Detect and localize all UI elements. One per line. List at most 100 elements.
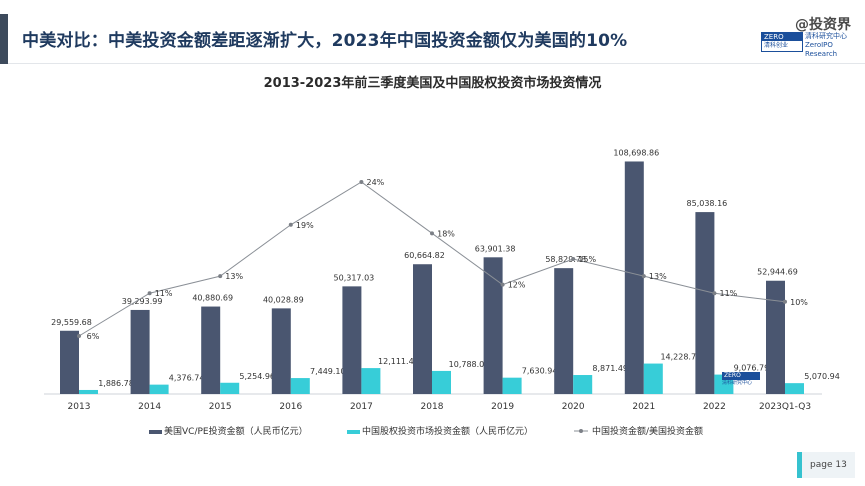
data-label-cn-2020: 8,871.49 (592, 364, 628, 373)
data-label-us-2015: 40,880.69 (192, 294, 233, 303)
inset-logo: ZERO 清科研究中心 (722, 372, 760, 392)
ratio-label-2019: 12% (508, 281, 526, 290)
inset-logo-top: ZERO (722, 372, 760, 380)
bar-us-2018 (413, 264, 432, 394)
bar-cn-2018 (432, 370, 451, 394)
x-tick-label-2023Q1-Q3: 2023Q1-Q3 (759, 402, 811, 412)
bar-us-2013 (60, 330, 79, 394)
bar-cn-2020 (573, 375, 593, 394)
data-label-cn-2017: 12,111.49 (378, 357, 419, 366)
inset-logo-bottom: 清科研究中心 (722, 380, 753, 386)
data-label-cn-2015: 5,254.96 (239, 372, 275, 381)
legend-label-cn: 中国股权投资市场投资金额（人民币亿元） (362, 425, 533, 437)
bar-us-2017 (342, 286, 362, 394)
bar-us-2021 (624, 161, 644, 394)
bar-cn-2014 (149, 384, 169, 394)
brand-logo: @投资界 ZERO 清科创业 清科研究中心 ZeroIPO Research (757, 10, 853, 58)
ratio-label-2021: 13% (649, 272, 667, 281)
ratio-label-2022: 11% (720, 289, 738, 298)
data-label-us-2020: 58,829.78 (545, 255, 586, 264)
ratio-label-2018: 18% (437, 229, 455, 238)
ratio-point-2014 (147, 291, 152, 296)
page-title: 中美对比：中美投资金额差距逐渐扩大，2023年中国投资金额仅为美国的10% (22, 31, 628, 51)
data-label-cn-2018: 10,788.06 (449, 360, 490, 369)
data-label-us-2018: 60,664.82 (404, 251, 445, 260)
data-label-cn-2022: 9,076.79 (734, 364, 770, 373)
data-label-us-2013: 29,559.68 (51, 318, 92, 327)
bar-us-2014 (130, 309, 150, 394)
page-number: 13 (835, 460, 847, 470)
data-label-cn-2023Q1-Q3: 5,070.94 (804, 372, 840, 381)
data-label-us-2022: 85,038.16 (687, 199, 728, 208)
ratio-label-2015: 13% (225, 272, 243, 281)
ratio-point-2015 (218, 274, 223, 279)
ratio-label-2017: 24% (367, 178, 385, 187)
x-tick-label-2018: 2018 (421, 402, 444, 412)
ratio-point-2022 (712, 291, 717, 296)
data-label-us-2016: 40,028.89 (263, 295, 304, 304)
bar-us-2020 (554, 268, 574, 394)
bar-cn-2017 (361, 368, 381, 394)
x-tick-label-2020: 2020 (562, 402, 585, 412)
ratio-point-2013 (77, 334, 81, 338)
ratio-point-2016 (288, 222, 293, 227)
zero-badge: ZERO 清科创业 (761, 32, 803, 52)
bar-cn-2023Q1-Q3 (785, 383, 804, 394)
ratio-label-2016: 19% (296, 221, 314, 230)
x-tick-label-2021: 2021 (632, 402, 655, 412)
ratio-point-2018 (430, 231, 434, 236)
logo-research-en: ZeroIPO Research (805, 41, 838, 58)
logo-mid-text: 清科创业 (764, 42, 789, 49)
bar-cn-2019 (502, 377, 522, 394)
bar-cn-2021 (643, 363, 663, 394)
data-label-us-2021: 108,698.86 (613, 148, 659, 157)
ratio-point-2021 (641, 274, 646, 279)
data-label-cn-2019: 7,630.94 (522, 367, 558, 376)
ratio-label-2023Q1-Q3: 10% (790, 298, 808, 307)
data-label-us-2017: 50,317.03 (334, 273, 375, 282)
x-tick-label-2013: 2013 (68, 402, 91, 412)
chart-title: 2013-2023年前三季度美国及中国股权投资市场投资情况 (263, 76, 602, 91)
ratio-label-2014: 11% (155, 289, 173, 298)
x-tick-label-2017: 2017 (350, 402, 373, 412)
ratio-point-2020 (571, 257, 576, 261)
header-divider (8, 63, 865, 64)
data-label-cn-2016: 7,449.10 (310, 367, 346, 376)
bar-us-2019 (483, 257, 503, 394)
ratio-point-2019 (500, 282, 505, 287)
x-tick-label-2019: 2019 (491, 402, 514, 412)
data-label-us-2023Q1-Q3: 52,944.69 (757, 268, 798, 277)
x-tick-label-2015: 2015 (209, 402, 232, 412)
bar-us-2022 (695, 212, 715, 394)
logo-top-text: ZERO (762, 33, 802, 41)
legend-label-ratio: 中国投资金额/美国投资金额 (592, 425, 703, 437)
ratio-label-2020: 15% (578, 255, 596, 264)
header-accent-bar (0, 14, 8, 64)
page-label: page (810, 460, 833, 470)
legend-label-us: 美国VC/PE投资金额（人民币亿元） (164, 425, 308, 437)
legend-swatch-cn (347, 430, 360, 434)
page-indicator: page 13 (797, 452, 855, 478)
bar-cn-2013 (79, 389, 98, 394)
legend-marker-ratio (579, 429, 583, 433)
bar-cn-2016 (290, 378, 310, 394)
ratio-point-2017 (359, 180, 364, 184)
data-label-us-2014: 39,293.99 (122, 297, 163, 306)
watermark-text: @投资界 (795, 17, 851, 33)
x-tick-label-2014: 2014 (138, 402, 161, 412)
research-badge: 清科研究中心 ZeroIPO Research (805, 32, 851, 59)
data-label-cn-2014: 4,376.74 (169, 374, 205, 383)
x-tick-label-2016: 2016 (279, 402, 302, 412)
bar-us-2023Q1-Q3 (766, 280, 785, 394)
legend-swatch-us (149, 430, 162, 434)
bar-us-2015 (201, 306, 221, 394)
logo-research-cn: 清科研究中心 (805, 32, 847, 40)
bar-cn-2015 (220, 382, 240, 394)
data-label-us-2019: 63,901.38 (475, 244, 516, 253)
bar-us-2016 (271, 308, 291, 394)
x-tick-label-2022: 2022 (703, 402, 726, 412)
data-label-cn-2021: 14,228.70 (660, 353, 701, 362)
data-label-cn-2013: 1,886.78 (98, 379, 134, 388)
ratio-point-2023Q1-Q3 (783, 299, 787, 304)
